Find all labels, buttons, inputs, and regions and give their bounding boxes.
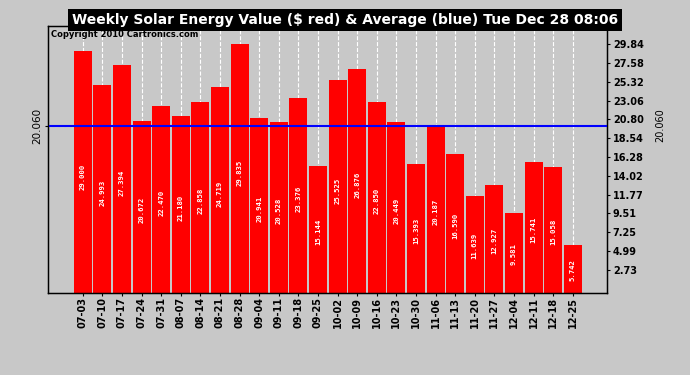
Bar <box>289 98 307 292</box>
Bar <box>113 64 131 292</box>
Text: 24.719: 24.719 <box>217 181 223 207</box>
Text: 21.180: 21.180 <box>178 195 184 221</box>
Text: 27.394: 27.394 <box>119 170 125 196</box>
Bar <box>74 51 92 292</box>
Bar <box>466 196 484 292</box>
Text: 29.835: 29.835 <box>237 160 243 186</box>
Bar <box>348 69 366 292</box>
Bar <box>132 120 150 292</box>
Text: 22.470: 22.470 <box>158 190 164 216</box>
Bar <box>426 124 444 292</box>
Text: Weekly Solar Energy Value ($ red) & Average (blue) Tue Dec 28 08:06: Weekly Solar Energy Value ($ red) & Aver… <box>72 13 618 27</box>
Text: 26.876: 26.876 <box>354 172 360 198</box>
Bar <box>250 118 268 292</box>
Text: 9.581: 9.581 <box>511 243 517 265</box>
Text: 20.187: 20.187 <box>433 199 439 225</box>
Text: 12.927: 12.927 <box>491 228 497 254</box>
Bar <box>191 102 209 292</box>
Bar <box>505 213 523 292</box>
Text: 22.850: 22.850 <box>374 188 380 214</box>
Text: 22.858: 22.858 <box>197 188 204 214</box>
Bar <box>172 116 190 292</box>
Bar <box>524 162 542 292</box>
Text: 15.058: 15.058 <box>550 219 556 246</box>
Bar <box>485 185 504 292</box>
Text: 23.376: 23.376 <box>295 186 302 212</box>
Text: 5.742: 5.742 <box>570 259 575 280</box>
Bar <box>211 87 229 292</box>
Text: 24.993: 24.993 <box>99 180 106 206</box>
Text: 15.144: 15.144 <box>315 219 321 245</box>
Text: 20.941: 20.941 <box>256 196 262 222</box>
Bar <box>544 167 562 292</box>
Bar <box>152 105 170 292</box>
Bar <box>446 154 464 292</box>
Bar <box>328 80 346 292</box>
Text: 25.525: 25.525 <box>335 177 341 204</box>
Text: 20.060: 20.060 <box>655 109 665 142</box>
Text: 20.528: 20.528 <box>276 197 282 223</box>
Text: Copyright 2010 Cartronics.com: Copyright 2010 Cartronics.com <box>51 30 199 39</box>
Text: 15.393: 15.393 <box>413 218 419 244</box>
Text: 11.639: 11.639 <box>472 233 477 259</box>
Bar <box>270 122 288 292</box>
Bar <box>309 166 327 292</box>
Bar <box>230 44 248 292</box>
Text: 16.590: 16.590 <box>452 213 458 239</box>
Bar <box>407 164 425 292</box>
Text: 29.000: 29.000 <box>80 164 86 190</box>
Bar <box>387 122 406 292</box>
Bar <box>368 102 386 292</box>
Bar <box>93 84 111 292</box>
Text: 20.449: 20.449 <box>393 198 400 224</box>
Text: 15.741: 15.741 <box>531 216 537 243</box>
Text: 20.672: 20.672 <box>139 197 144 223</box>
Bar <box>564 245 582 292</box>
